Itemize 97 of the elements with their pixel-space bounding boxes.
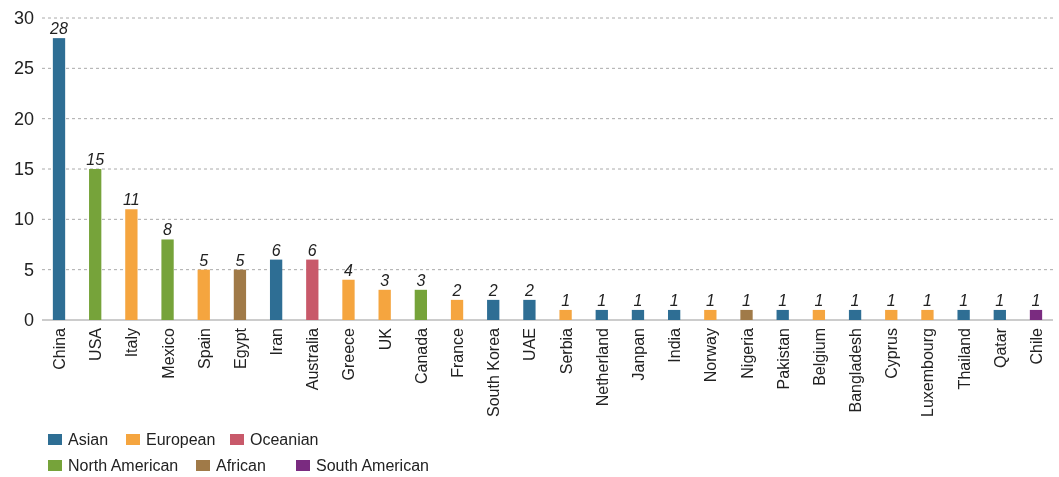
x-tick-label: USA [87, 327, 105, 361]
x-tick-label: Thailand [955, 328, 973, 390]
y-tick-label: 25 [13, 58, 34, 79]
data-label: 15 [86, 151, 105, 168]
bar [52, 38, 66, 320]
bar [885, 309, 898, 320]
bar [1029, 309, 1043, 320]
bar [342, 279, 355, 320]
legend-label: European [146, 431, 216, 448]
x-tick-label: Egypt [231, 327, 249, 369]
y-tick-label: 20 [13, 108, 34, 129]
legend-label: Asian [68, 431, 109, 448]
data-label: 1 [633, 291, 643, 309]
data-label: 1 [995, 291, 1005, 309]
bar [197, 269, 210, 320]
y-tick-label: 0 [23, 310, 34, 330]
x-tick-label: Serbia [557, 327, 575, 375]
bar [631, 309, 645, 320]
data-label: 2 [487, 281, 498, 299]
bar [704, 309, 717, 320]
data-label: 3 [416, 271, 426, 289]
bar [125, 209, 138, 320]
data-label: 1 [850, 291, 860, 309]
legend-label: Oceanian [250, 431, 319, 448]
data-label: 1 [814, 291, 824, 309]
x-tick-label: Norway [702, 328, 720, 383]
y-tick-label: 5 [23, 259, 34, 280]
x-tick-label: Greece [340, 327, 358, 381]
data-label: 5 [199, 251, 209, 269]
x-tick-label: Mexico [159, 327, 177, 379]
bar [668, 309, 681, 320]
x-tick-label: India [666, 327, 684, 363]
data-label: 1 [886, 291, 896, 309]
bar [233, 269, 247, 320]
bar [523, 299, 536, 320]
x-tick-label: Chile [1027, 327, 1045, 365]
data-label: 1 [742, 291, 751, 309]
y-tick-label: 10 [13, 209, 34, 230]
data-label: 2 [523, 281, 534, 299]
x-tick-label: Luxembourg [919, 328, 937, 417]
bar [812, 309, 826, 320]
x-tick-label: China [51, 327, 69, 370]
data-label: 1 [959, 291, 969, 309]
bar [595, 309, 608, 320]
y-tick-label: 15 [13, 159, 34, 179]
legend-label: South American [316, 457, 429, 474]
x-tick-label: UK [376, 327, 394, 351]
data-label: 1 [669, 291, 679, 309]
x-tick-label: Canada [412, 327, 430, 385]
x-tick-label: Qatar [991, 327, 1009, 369]
x-tick-label: Belgium [810, 328, 828, 386]
legend-label: African [216, 457, 266, 474]
bar [559, 309, 572, 320]
x-tick-label: Nigeria [738, 327, 756, 379]
x-tick-label: Spain [195, 328, 213, 369]
bar [269, 259, 283, 320]
x-tick-label: Pakistan [774, 328, 792, 390]
data-label: 1 [561, 291, 571, 309]
bar [848, 309, 862, 320]
x-tick-label: Italy [123, 328, 141, 358]
bar [993, 309, 1006, 320]
bar [487, 299, 500, 320]
x-tick-label: France [449, 327, 467, 378]
x-tick-label: UAE [521, 328, 539, 361]
bar [740, 309, 753, 320]
x-tick-label: Australia [304, 327, 322, 391]
x-tick-label: Cyprus [883, 328, 901, 379]
bar [414, 289, 427, 320]
bar [957, 309, 970, 320]
data-label: 6 [307, 241, 317, 259]
bar [450, 299, 464, 320]
x-tick-label: Janpan [629, 328, 647, 381]
x-tick-label: Bangladesh [847, 328, 865, 413]
data-label: 11 [123, 191, 140, 209]
data-label: 1 [705, 291, 715, 309]
data-label: 1 [1031, 291, 1041, 309]
bar [161, 239, 174, 320]
x-tick-label: Netherland [593, 328, 611, 407]
bar [378, 289, 391, 320]
data-label: 1 [597, 291, 607, 309]
bar [921, 309, 934, 320]
data-label: 3 [380, 271, 390, 289]
bar [776, 309, 789, 320]
legend-label: North American [68, 457, 179, 474]
data-label: 1 [922, 291, 932, 309]
data-label: 5 [235, 251, 245, 269]
data-label: 6 [271, 241, 281, 259]
x-tick-label: South Korea [485, 327, 503, 417]
data-label: 4 [344, 261, 354, 279]
y-tick-label: 30 [13, 8, 34, 28]
data-label: 1 [778, 291, 788, 309]
x-tick-label: Iran [268, 328, 286, 356]
bar [89, 169, 102, 320]
data-label: 2 [451, 281, 462, 299]
bar [306, 259, 319, 320]
data-label: 28 [49, 20, 69, 38]
data-label: 8 [163, 221, 173, 239]
